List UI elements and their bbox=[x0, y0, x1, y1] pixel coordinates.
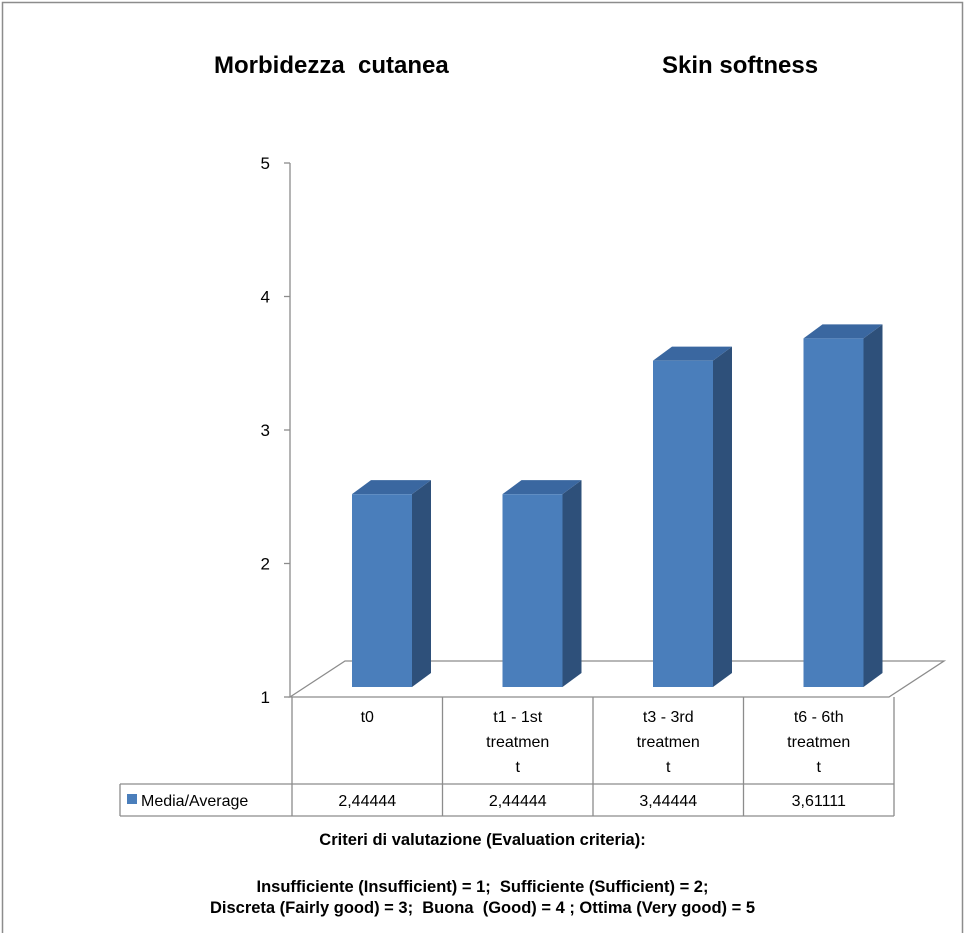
data-value-label: 3,61111 bbox=[792, 793, 846, 810]
chart-title-english: Skin softness bbox=[662, 52, 819, 79]
y-tick-label: 4 bbox=[261, 288, 270, 307]
bar bbox=[803, 338, 864, 687]
x-category-label: t1 - 1st bbox=[493, 709, 542, 726]
y-tick-label: 3 bbox=[261, 421, 270, 440]
x-category-label: treatmen bbox=[637, 734, 700, 751]
bar-side bbox=[863, 324, 883, 687]
bar-top bbox=[502, 480, 582, 495]
bar bbox=[352, 494, 412, 687]
y-tick-label: 1 bbox=[261, 688, 270, 707]
bar bbox=[653, 360, 713, 687]
x-category-label: t bbox=[516, 759, 521, 776]
criteria-line-1: Insufficiente (Insufficient) = 1; Suffic… bbox=[256, 878, 709, 896]
criteria-title: Criteri di valutazione (Evaluation crite… bbox=[319, 831, 646, 849]
bar-side bbox=[412, 480, 431, 687]
legend-swatch bbox=[127, 794, 137, 804]
y-tick-label: 5 bbox=[261, 154, 270, 173]
data-value-label: 2,44444 bbox=[338, 793, 396, 810]
chart-floor bbox=[287, 660, 947, 698]
x-category-label: treatmen bbox=[486, 734, 549, 751]
bar bbox=[502, 494, 563, 687]
data-value-label: 2,44444 bbox=[489, 793, 547, 810]
bar-top bbox=[653, 346, 732, 361]
chart-title-italian: Morbidezza cutanea bbox=[214, 52, 449, 79]
bar-top bbox=[352, 480, 431, 495]
x-category-label: t6 - 6th bbox=[794, 709, 844, 726]
x-category-label: t bbox=[666, 759, 671, 776]
y-tick-label: 2 bbox=[261, 555, 270, 574]
x-category-label: t bbox=[817, 759, 822, 776]
x-category-label: treatmen bbox=[787, 734, 850, 751]
x-category-label: t0 bbox=[361, 709, 374, 726]
bar-side bbox=[713, 346, 732, 687]
bar-side bbox=[562, 480, 582, 687]
legend-series-name: Media/Average bbox=[141, 793, 248, 810]
bar-top bbox=[803, 324, 883, 339]
x-category-label: t3 - 3rd bbox=[643, 709, 694, 726]
criteria-line-2: Discreta (Fairly good) = 3; Buona (Good)… bbox=[209, 899, 756, 917]
data-value-label: 3,44444 bbox=[639, 793, 697, 810]
